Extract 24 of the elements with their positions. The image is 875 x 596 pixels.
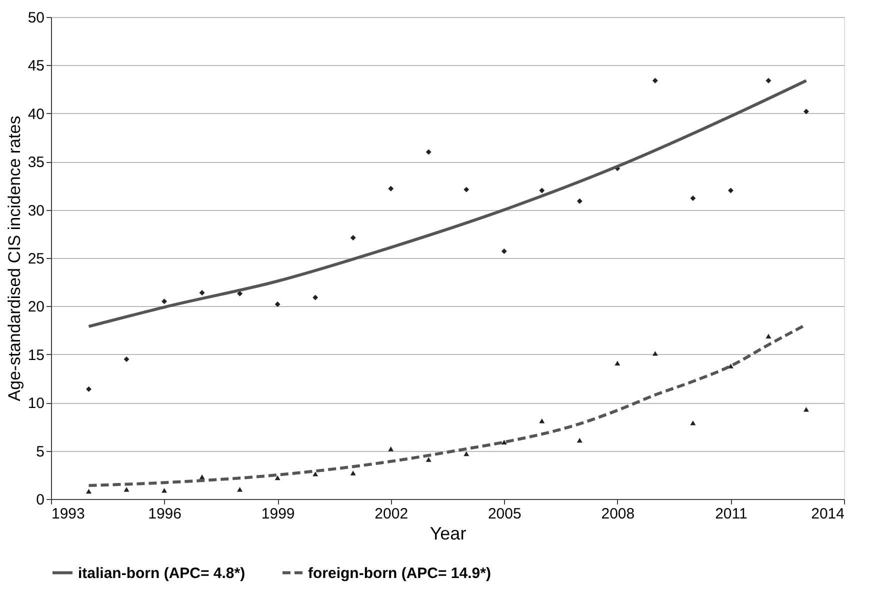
y-tick-label: 15 — [28, 346, 44, 364]
x-tick-label: 2005 — [488, 506, 522, 522]
y-tick-label: 50 — [28, 10, 44, 26]
y-axis-title: Age-standardised CIS incidence rates — [4, 116, 24, 402]
x-tick-label: 1993 — [52, 506, 85, 522]
y-tick-label: 35 — [28, 154, 44, 172]
legend-label: italian-born (APC= 4.8*) — [78, 564, 246, 582]
y-tick-label: 0 — [36, 492, 44, 508]
x-tick-label: 2008 — [601, 506, 635, 522]
y-tick-label: 25 — [28, 250, 44, 268]
y-tick-label: 40 — [28, 106, 44, 123]
x-tick-label: 1996 — [148, 506, 182, 522]
x-tick-label: 2011 — [715, 506, 748, 522]
y-tick-label: 30 — [28, 202, 44, 220]
x-tick-label: 1999 — [261, 506, 295, 522]
legend-label: foreign-born (APC= 14.9*) — [308, 564, 491, 582]
y-tick-label: 5 — [36, 443, 44, 460]
y-tick-label: 10 — [28, 395, 44, 412]
y-tick-label: 45 — [28, 58, 44, 75]
x-tick-label: 2014 — [811, 506, 844, 522]
x-tick-label: 2002 — [374, 506, 408, 522]
y-tick-label: 20 — [28, 298, 44, 316]
line-series — [87, 79, 808, 328]
x-axis-title: Year — [430, 524, 466, 544]
